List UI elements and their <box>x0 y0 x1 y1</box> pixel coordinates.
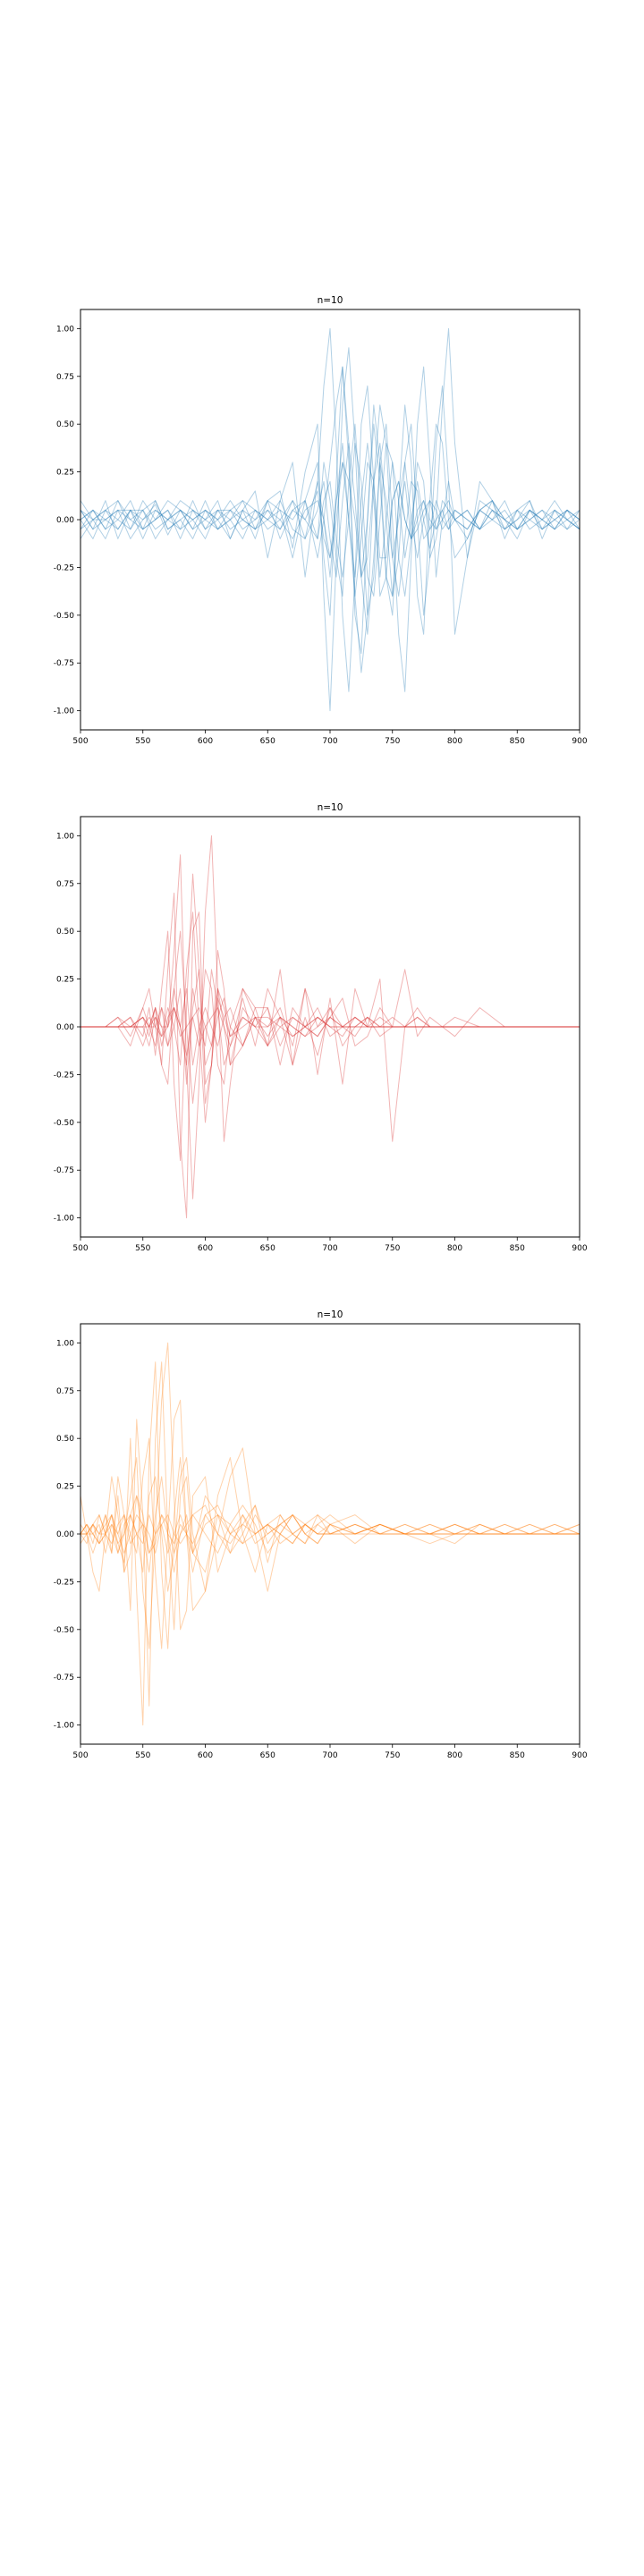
y-tick-label: 0.75 <box>56 1387 74 1396</box>
series-line-2 <box>80 873 580 1162</box>
x-tick-label: 850 <box>510 737 525 746</box>
y-tick-label: -0.75 <box>54 1166 74 1175</box>
x-tick-label: 500 <box>72 1244 88 1253</box>
chart-title: n=10 <box>318 295 343 306</box>
series-line-3 <box>80 366 580 674</box>
y-tick-label: 0.25 <box>56 469 74 478</box>
x-tick-label: 600 <box>198 737 213 746</box>
x-tick-label: 800 <box>447 1751 462 1760</box>
y-tick-label: -1.00 <box>54 708 75 716</box>
series-line-5 <box>80 385 580 635</box>
y-tick-label: -0.75 <box>54 1674 74 1682</box>
series-line-9 <box>80 979 580 1142</box>
x-tick-label: 500 <box>72 1751 88 1760</box>
y-tick-label: 0.50 <box>56 420 74 429</box>
y-tick-label: 0.00 <box>56 1530 74 1539</box>
x-tick-label: 650 <box>260 1751 275 1760</box>
chart-title: n=10 <box>318 802 343 813</box>
y-tick-label: -0.50 <box>54 1119 75 1128</box>
x-tick-label: 700 <box>322 1244 337 1253</box>
series-line-4 <box>80 1399 580 1649</box>
y-tick-label: 0.50 <box>56 1435 74 1444</box>
y-tick-label: 0.25 <box>56 976 74 985</box>
series-line-6 <box>80 1476 580 1573</box>
series-line-6 <box>80 443 580 597</box>
y-tick-label: -0.75 <box>54 659 74 668</box>
x-tick-label: 900 <box>572 737 587 746</box>
y-tick-label: -1.00 <box>54 1722 75 1731</box>
series-line-6 <box>80 969 580 1066</box>
y-tick-label: 1.00 <box>56 832 74 841</box>
y-tick-label: -0.50 <box>54 612 75 621</box>
series-group <box>80 1342 580 1726</box>
y-tick-label: 0.00 <box>56 516 74 525</box>
series-line-8 <box>80 366 580 655</box>
series-line-1 <box>80 347 580 712</box>
y-tick-label: 0.00 <box>56 1023 74 1032</box>
x-tick-label: 750 <box>385 1751 400 1760</box>
x-tick-label: 550 <box>135 1751 150 1760</box>
x-tick-label: 550 <box>135 1244 150 1253</box>
series-line-3 <box>80 835 580 1199</box>
series-line-2 <box>80 327 580 692</box>
series-line-4 <box>80 930 580 1104</box>
y-tick-label: -0.50 <box>54 1626 75 1635</box>
series-line-9 <box>80 366 580 692</box>
series-line-8 <box>80 1504 580 1554</box>
series-line-9 <box>80 1504 580 1554</box>
y-tick-label: 0.25 <box>56 1483 74 1492</box>
y-tick-label: -0.25 <box>54 1578 74 1587</box>
series-group <box>80 327 580 712</box>
series-line-5 <box>80 1447 580 1592</box>
series-line-1 <box>80 1361 580 1726</box>
x-tick-label: 800 <box>447 1244 462 1253</box>
x-tick-label: 600 <box>198 1751 213 1760</box>
series-line-5 <box>80 911 580 1123</box>
y-tick-label: 0.75 <box>56 880 74 889</box>
series-line-10 <box>80 969 580 1046</box>
y-tick-label: 1.00 <box>56 1339 74 1348</box>
series-line-7 <box>80 969 580 1085</box>
x-tick-label: 900 <box>572 1751 587 1760</box>
x-tick-label: 550 <box>135 737 150 746</box>
chart-panel-2: 500 550 600 650 700 750 800 850 900 1.00 0.75 0.50 0… <box>54 802 588 1253</box>
y-tick-label: -1.00 <box>54 1215 75 1224</box>
series-line-3 <box>80 1342 580 1649</box>
y-tick-label: 0.75 <box>56 373 74 382</box>
series-line-2 <box>80 1361 580 1707</box>
x-tick-label: 750 <box>385 1244 400 1253</box>
x-tick-label: 700 <box>322 1751 337 1760</box>
chart-panel-3: 500 550 600 650 700 750 800 850 900 1.00 0.75 0.50 0… <box>54 1309 588 1760</box>
chart-panel-1: 500 550 600 650 700 750 800 850 900 1.00 0.75 0.50 0… <box>54 295 588 746</box>
series-line-1 <box>80 892 580 1219</box>
x-tick-label: 850 <box>510 1244 525 1253</box>
x-tick-label: 600 <box>198 1244 213 1253</box>
x-tick-label: 800 <box>447 737 462 746</box>
chart-title: n=10 <box>318 1309 343 1320</box>
x-tick-label: 650 <box>260 737 275 746</box>
series-line-7 <box>80 1476 580 1592</box>
series-line-4 <box>80 404 580 635</box>
x-tick-label: 850 <box>510 1751 525 1760</box>
y-tick-label: 0.50 <box>56 928 74 936</box>
y-tick-label: -0.25 <box>54 564 74 572</box>
series-line-7 <box>80 443 580 597</box>
x-tick-label: 500 <box>72 737 88 746</box>
y-tick-label: -0.25 <box>54 1071 74 1080</box>
y-tick-label: 1.00 <box>56 325 74 334</box>
series-line-8 <box>80 987 580 1066</box>
series-group <box>80 835 580 1219</box>
x-tick-label: 900 <box>572 1244 587 1253</box>
x-tick-label: 700 <box>322 737 337 746</box>
series-line-10 <box>80 1504 580 1554</box>
x-tick-label: 650 <box>260 1244 275 1253</box>
x-tick-label: 750 <box>385 737 400 746</box>
series-line-10 <box>80 327 580 578</box>
